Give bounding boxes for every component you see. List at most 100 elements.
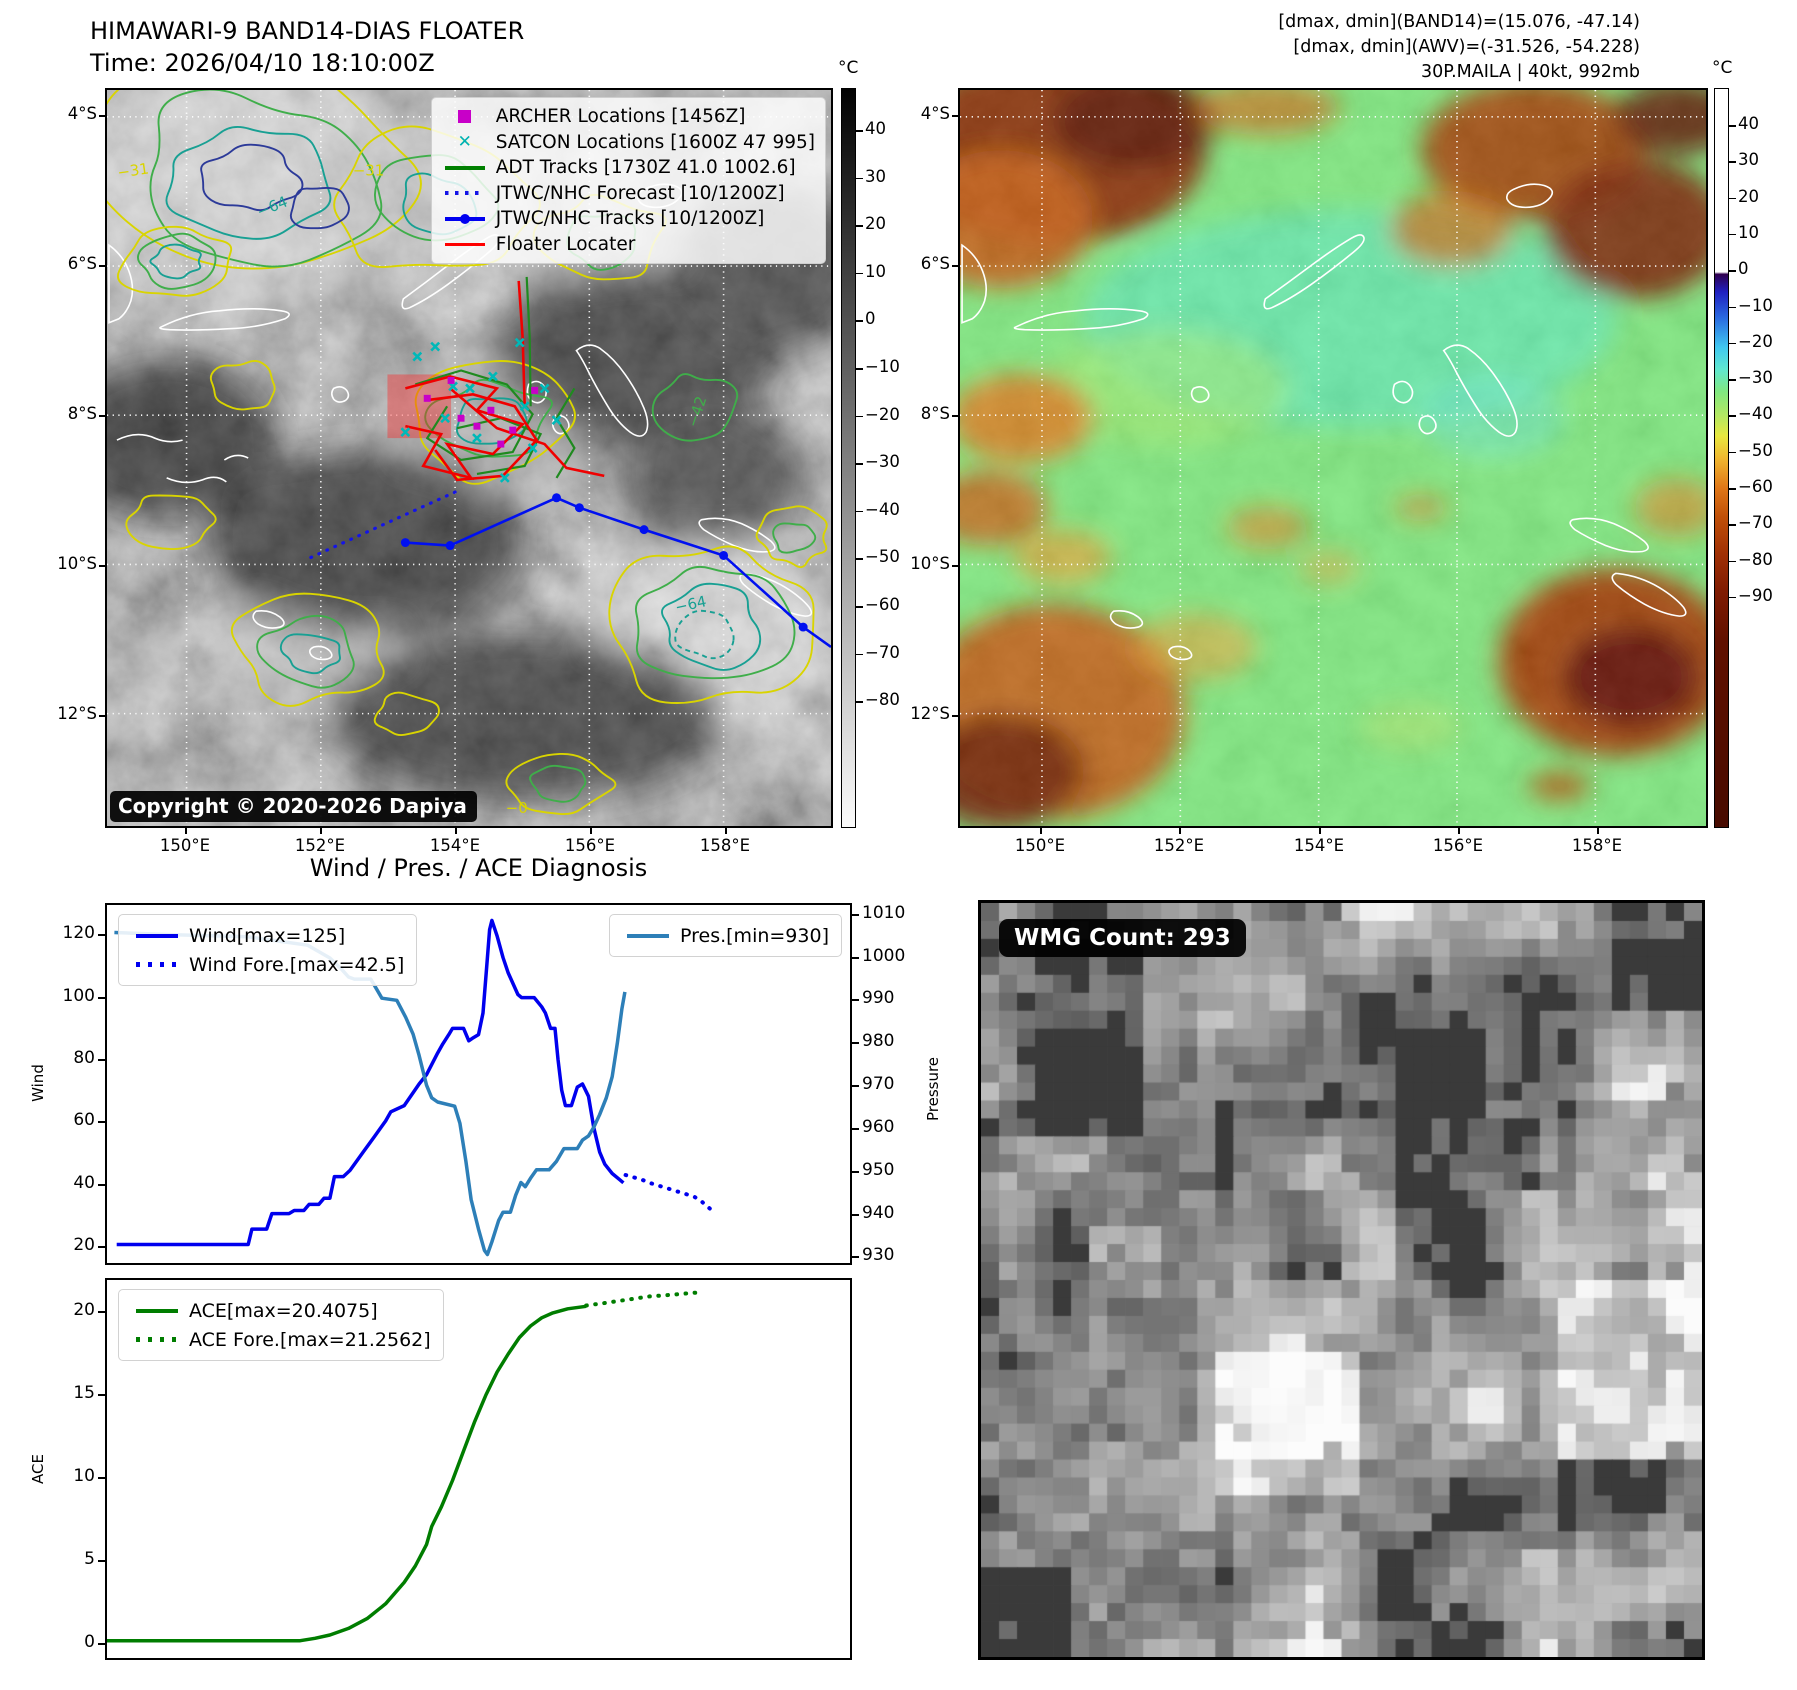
colorbar-tick-mark xyxy=(856,272,863,275)
map-legend-item: JTWC/NHC Tracks [10/1200Z] xyxy=(440,206,815,232)
chart-tick-label: 80 xyxy=(73,1048,95,1069)
chart-tick-mark xyxy=(98,1477,105,1480)
colorbar-tick-label: −60 xyxy=(865,595,900,614)
map-legend-label: JTWC/NHC Tracks [10/1200Z] xyxy=(495,208,765,230)
map-legend-item: ✕ SATCON Locations [1600Z 47 995] xyxy=(440,130,815,156)
lon-tick-label: 152°E xyxy=(294,836,346,855)
chart-tick-label: 60 xyxy=(73,1110,95,1131)
colorbar-tick-mark xyxy=(1729,415,1736,417)
band14-map-legend: ARCHER Locations [1456Z] ✕ SATCON Location… xyxy=(430,97,826,264)
colorbar-tick-mark xyxy=(1729,270,1736,272)
contour-value-labels: −31−64−42−64−31−0 xyxy=(116,159,710,817)
colorbar-tick-label: −60 xyxy=(1738,477,1773,496)
colorbar-tick-mark xyxy=(856,130,863,132)
lon-tick-label: 158°E xyxy=(1571,836,1623,855)
wind-legend-label: Wind[max=125] xyxy=(189,924,346,947)
ir-contours xyxy=(107,90,828,816)
wmg-pixel-image xyxy=(981,903,1702,1657)
chart-tick-label: 1000 xyxy=(862,945,906,966)
colorbar-tick-label: −50 xyxy=(1738,440,1773,460)
colorbar-tick-mark xyxy=(1729,125,1736,127)
axis-tick-mark xyxy=(952,565,958,567)
band14-title-block: HIMAWARI-9 BAND14-DIAS FLOATER Time: 202… xyxy=(90,16,524,79)
band14-colorbar-unit: °C xyxy=(838,58,859,78)
colorbar-tick-mark xyxy=(1729,488,1736,490)
chart-tick-mark xyxy=(852,999,859,1002)
colorbar-tick-label: −20 xyxy=(1738,331,1773,351)
chart-tick-label: 15 xyxy=(73,1383,95,1404)
colorbar-tick-mark xyxy=(1729,342,1736,345)
band14-title: HIMAWARI-9 BAND14-DIAS FLOATER xyxy=(90,17,525,45)
axis-tick-mark xyxy=(952,115,958,117)
colorbar-tick-mark xyxy=(1729,560,1736,563)
lat-tick-label: 12°S xyxy=(910,704,950,723)
map-gridlines xyxy=(107,90,831,826)
chart-tick-label: 1010 xyxy=(862,902,906,923)
colorbar-tick-mark xyxy=(1729,379,1736,381)
axis-tick-mark xyxy=(952,265,958,267)
chart-tick-label: 120 xyxy=(62,923,95,944)
chart-tick-mark xyxy=(98,1059,105,1062)
map-gridlines xyxy=(960,90,1706,826)
pressure-legend-label: Pres.[min=930] xyxy=(680,924,829,947)
map-legend-label: Floater Locater xyxy=(495,233,636,255)
band14-subtitle: Time: 2026/04/10 18:10:00Z xyxy=(90,48,435,77)
chart-tick-mark xyxy=(852,956,859,959)
chart-tick-label: 5 xyxy=(84,1549,95,1570)
chart-tick-mark xyxy=(852,1085,859,1088)
axis-tick-mark xyxy=(185,828,187,834)
pressure-legend: Pres.[min=930] xyxy=(609,914,842,957)
axis-tick-mark xyxy=(1040,828,1042,834)
wmg-count-badge: WMG Count: 293 xyxy=(999,919,1246,957)
lon-tick-label: 154°E xyxy=(429,836,481,855)
satcon-markers xyxy=(400,337,562,483)
ace-forecast-legend-label: ACE Fore.[max=21.2562] xyxy=(189,1328,431,1351)
awv-map-panel xyxy=(958,88,1708,828)
colorbar-tick-mark xyxy=(856,653,863,656)
colorbar-tick-label: 0 xyxy=(865,309,876,329)
colorbar-tick-mark xyxy=(856,415,863,418)
contour-label: −31 xyxy=(353,162,384,180)
lat-tick-label: 8°S xyxy=(920,404,950,423)
chart-tick-label: 940 xyxy=(862,1202,895,1223)
track-line-icon xyxy=(444,166,485,170)
chart-tick-mark xyxy=(852,1042,859,1045)
jtwc-track xyxy=(400,493,831,649)
axis-tick-mark xyxy=(1458,828,1460,834)
colorbar-tick-mark xyxy=(1729,306,1736,309)
lat-tick-label: 4°S xyxy=(920,104,950,123)
chart-tick-mark xyxy=(98,996,105,999)
chart-tick-label: 950 xyxy=(862,1159,895,1180)
lat-tick-label: 10°S xyxy=(57,554,97,573)
lat-tick-label: 8°S xyxy=(67,404,97,423)
chart-tick-mark xyxy=(98,1311,105,1314)
colorbar-tick-mark xyxy=(856,558,863,560)
colorbar-tick-label: −40 xyxy=(865,499,900,519)
lon-tick-label: 158°E xyxy=(699,836,751,855)
ace-chart: ACE[max=20.4075] ACE Fore.[max=21.2562] xyxy=(105,1278,852,1660)
diagnosis-title: Wind / Pres. / ACE Diagnosis xyxy=(309,854,648,882)
axis-tick-mark xyxy=(1319,828,1321,834)
chart-tick-label: 10 xyxy=(73,1466,95,1487)
colorbar-tick-mark xyxy=(856,606,863,608)
colorbar-tick-label: 30 xyxy=(865,166,886,186)
colorbar-tick-label: −70 xyxy=(865,642,900,662)
colorbar-tick-label: −10 xyxy=(865,357,900,376)
axis-tick-mark xyxy=(1597,828,1599,834)
colorbar-tick-label: −50 xyxy=(865,547,900,567)
colorbar-tick-label: 40 xyxy=(1738,114,1759,133)
chart-tick-label: 930 xyxy=(862,1245,895,1266)
axis-tick-mark xyxy=(590,828,592,834)
chart-tick-mark xyxy=(852,1170,859,1173)
chart-tick-label: 20 xyxy=(73,1235,95,1256)
map-legend-label: ADT Tracks [1730Z 41.0 1002.6] xyxy=(495,157,796,179)
colorbar-tick-label: 10 xyxy=(1738,222,1759,242)
colorbar-tick-label: −80 xyxy=(1738,549,1773,569)
colorbar-tick-mark xyxy=(1729,451,1736,454)
axis-tick-mark xyxy=(1179,828,1181,834)
wind-pressure-chart: Wind[max=125] Wind Fore.[max=42.5] Pres.… xyxy=(105,903,852,1265)
wind-legend: Wind[max=125] Wind Fore.[max=42.5] xyxy=(118,914,418,986)
chart-tick-mark xyxy=(852,1127,859,1130)
lon-tick-label: 154°E xyxy=(1293,836,1345,855)
chart-tick-mark xyxy=(852,1256,859,1259)
